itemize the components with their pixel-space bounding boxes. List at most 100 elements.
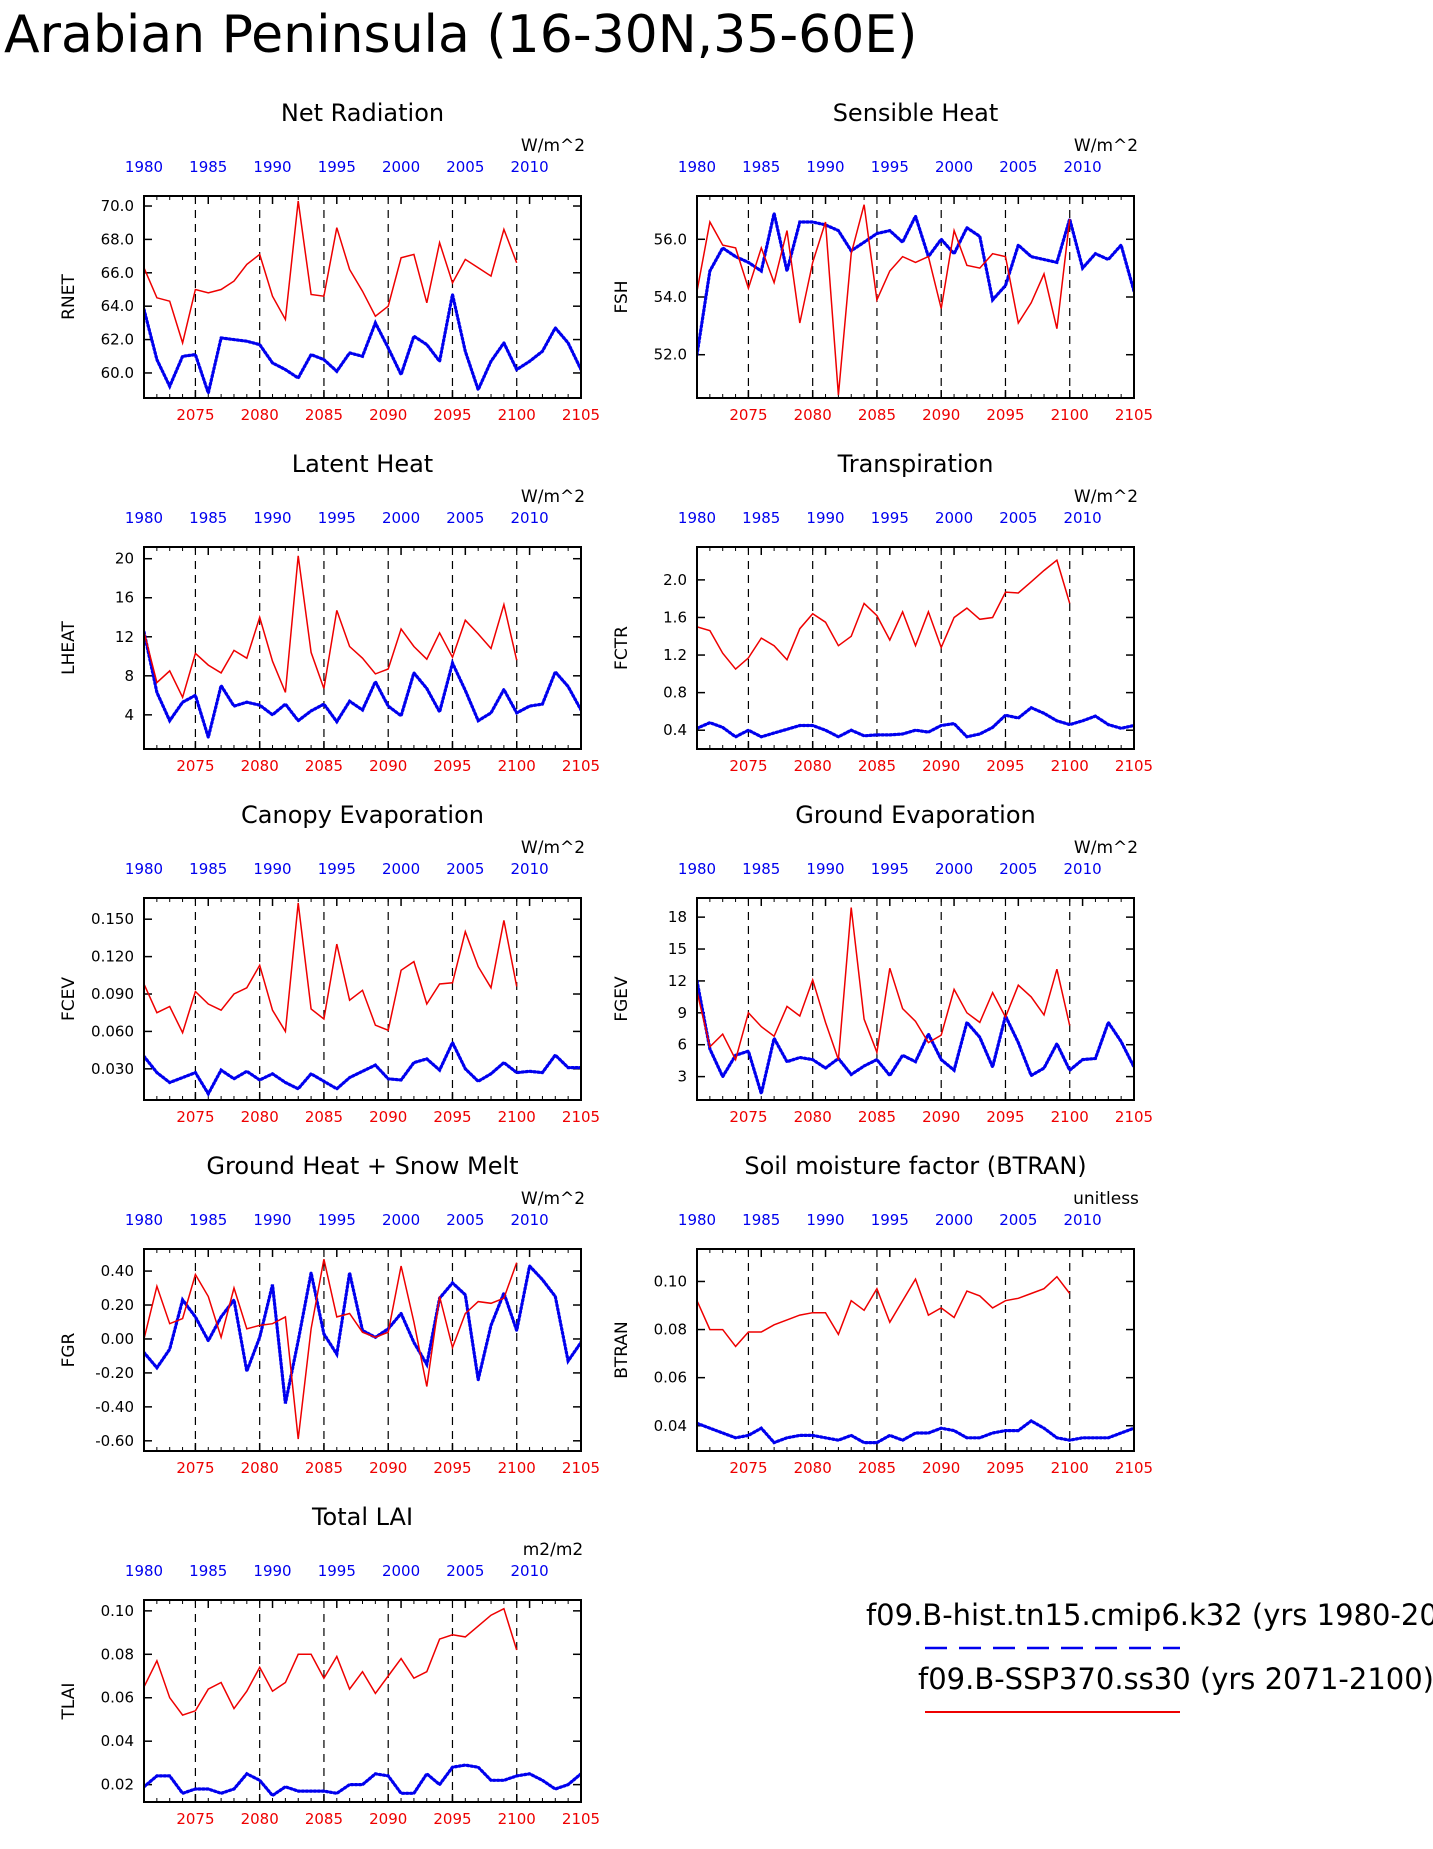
bottom-tick-label: 2080 bbox=[794, 1459, 832, 1477]
bottom-tick-label: 2105 bbox=[1115, 1108, 1153, 1126]
panel-title: Soil moisture factor (BTRAN) bbox=[744, 1152, 1086, 1180]
y-tick-label: 0.04 bbox=[101, 1732, 134, 1750]
y-tick-label: -0.40 bbox=[95, 1398, 134, 1416]
series-line-future bbox=[144, 1607, 518, 1716]
bottom-tick-label: 2095 bbox=[986, 406, 1024, 424]
y-tick-label: 0.04 bbox=[654, 1417, 687, 1435]
y-axis-label: FCEV bbox=[59, 977, 79, 1021]
bottom-tick-label: 2105 bbox=[562, 1459, 600, 1477]
top-tick-label: 2010 bbox=[510, 1211, 548, 1229]
y-tick-label: 4 bbox=[124, 706, 134, 724]
panel-title: Transpiration bbox=[837, 450, 994, 478]
units-label: W/m^2 bbox=[521, 487, 585, 507]
top-tick-label: 1985 bbox=[189, 509, 227, 527]
top-tick-label: 1980 bbox=[125, 860, 163, 878]
bottom-tick-label: 2105 bbox=[1115, 1459, 1153, 1477]
panel-lheat: Latent Heat W/m^2 LHEAT 1980 1985 1990 1995 200… bbox=[59, 450, 600, 775]
top-tick-label: 1985 bbox=[189, 1211, 227, 1229]
bottom-tick-label: 2105 bbox=[1115, 757, 1153, 775]
units-label: W/m^2 bbox=[1074, 136, 1138, 156]
bottom-tick-label: 2090 bbox=[369, 757, 407, 775]
bottom-tick-label: 2100 bbox=[1051, 1108, 1089, 1126]
plot-frame bbox=[143, 1248, 582, 1452]
series-line-historical bbox=[697, 211, 1134, 357]
y-tick-label: 0.06 bbox=[101, 1689, 134, 1707]
y-axis-label: BTRAN bbox=[612, 1321, 632, 1379]
y-axis-label: FSH bbox=[612, 280, 632, 313]
bottom-tick-label: 2085 bbox=[858, 1108, 896, 1126]
panel-title: Total LAI bbox=[311, 1503, 413, 1531]
y-tick-label: 0.120 bbox=[91, 948, 134, 966]
bottom-tick-label: 2090 bbox=[369, 1108, 407, 1126]
top-tick-label: 1980 bbox=[125, 158, 163, 176]
panel-fgev: Ground Evaporation W/m^2 FGEV 1980 1985 1990 1… bbox=[612, 801, 1153, 1126]
y-tick-label: 1.6 bbox=[663, 608, 687, 626]
top-tick-label: 1995 bbox=[318, 158, 356, 176]
series-line-historical bbox=[697, 979, 1134, 1100]
top-tick-label: 1980 bbox=[678, 860, 716, 878]
y-tick-label: 1.2 bbox=[663, 646, 687, 664]
units-label: m2/m2 bbox=[523, 1540, 583, 1560]
top-tick-label: 1990 bbox=[253, 509, 291, 527]
top-tick-label: 2000 bbox=[382, 158, 420, 176]
y-tick-label: 66.0 bbox=[101, 264, 134, 282]
y-tick-label: 0.08 bbox=[654, 1321, 687, 1339]
top-tick-label: 2010 bbox=[1063, 158, 1101, 176]
y-tick-label: 0.060 bbox=[91, 1022, 134, 1040]
panel-title: Ground Heat + Snow Melt bbox=[206, 1152, 518, 1180]
bottom-tick-label: 2090 bbox=[922, 757, 960, 775]
top-tick-label: 2010 bbox=[510, 509, 548, 527]
bottom-tick-label: 2085 bbox=[305, 1459, 343, 1477]
top-tick-label: 1980 bbox=[125, 1211, 163, 1229]
y-axis-label: LHEAT bbox=[59, 621, 79, 675]
panel-fsh: Sensible Heat W/m^2 FSH 1980 1985 1990 1995 200… bbox=[612, 99, 1153, 424]
bottom-tick-label: 2090 bbox=[922, 406, 960, 424]
top-tick-label: 2005 bbox=[446, 860, 484, 878]
top-tick-label: 1980 bbox=[678, 158, 716, 176]
bottom-tick-label: 2075 bbox=[729, 1108, 767, 1126]
panel-title: Sensible Heat bbox=[833, 99, 999, 127]
y-tick-label: 0.150 bbox=[91, 910, 134, 928]
top-tick-label: 2005 bbox=[999, 1211, 1037, 1229]
top-tick-label: 1990 bbox=[806, 158, 844, 176]
plot-frame bbox=[143, 897, 582, 1101]
y-tick-label: 6 bbox=[677, 1036, 687, 1054]
bottom-tick-label: 2100 bbox=[498, 1108, 536, 1126]
plot-frame bbox=[696, 897, 1135, 1101]
y-tick-label: 62.0 bbox=[101, 331, 134, 349]
bottom-tick-label: 2080 bbox=[241, 757, 279, 775]
top-tick-label: 2005 bbox=[446, 1562, 484, 1580]
top-tick-label: 2005 bbox=[446, 158, 484, 176]
series-line-future bbox=[697, 907, 1071, 1062]
plot-frame bbox=[143, 1599, 582, 1803]
plot-frame bbox=[143, 546, 582, 750]
bottom-tick-label: 2075 bbox=[176, 1810, 214, 1828]
top-tick-label: 2000 bbox=[935, 158, 973, 176]
y-tick-label: 54.0 bbox=[654, 288, 687, 306]
bottom-tick-label: 2085 bbox=[858, 406, 896, 424]
page-title: Arabian Peninsula (16-30N,35-60E) bbox=[4, 5, 917, 65]
bottom-tick-label: 2095 bbox=[433, 1108, 471, 1126]
bottom-tick-label: 2100 bbox=[498, 757, 536, 775]
y-tick-label: 70.0 bbox=[101, 197, 134, 215]
top-tick-label: 1990 bbox=[253, 1211, 291, 1229]
top-tick-label: 2005 bbox=[446, 509, 484, 527]
top-tick-label: 2005 bbox=[999, 158, 1037, 176]
bottom-tick-label: 2105 bbox=[562, 757, 600, 775]
bottom-tick-label: 2080 bbox=[241, 406, 279, 424]
bottom-tick-label: 2085 bbox=[858, 757, 896, 775]
bottom-tick-label: 2095 bbox=[986, 1108, 1024, 1126]
panel-tlai: Total LAI m2/m2 TLAI 1980 1985 1990 1995 2000 20… bbox=[59, 1503, 600, 1828]
top-tick-label: 1990 bbox=[806, 860, 844, 878]
top-tick-label: 1985 bbox=[742, 509, 780, 527]
units-label: W/m^2 bbox=[521, 1189, 585, 1209]
series-line-future bbox=[144, 902, 518, 1035]
y-tick-label: 64.0 bbox=[101, 297, 134, 315]
y-tick-label: 18 bbox=[668, 908, 687, 926]
top-tick-label: 1990 bbox=[806, 509, 844, 527]
units-label: W/m^2 bbox=[521, 838, 585, 858]
series-line-historical bbox=[697, 705, 1134, 739]
bottom-tick-label: 2100 bbox=[498, 406, 536, 424]
legend-future-label: f09.B-SSP370.ss30 (yrs 2071-2100) bbox=[918, 1662, 1433, 1696]
